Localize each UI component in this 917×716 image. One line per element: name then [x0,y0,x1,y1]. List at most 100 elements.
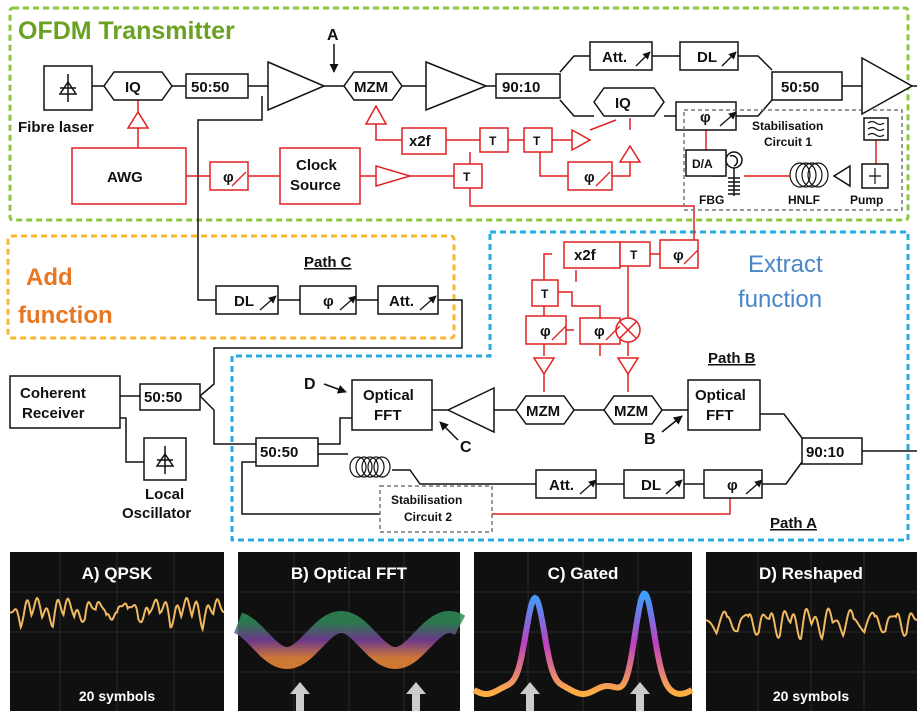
svg-text:C) Gated: C) Gated [548,564,619,583]
att-path-c-label: Att. [389,293,414,310]
hnlf-coil [789,162,829,188]
stabilisation-circuit-1 [683,109,903,211]
panel-optical-fft: B) Optical FFT [234,552,466,711]
driver-top [364,104,388,125]
driver-mzm-left [532,357,556,376]
stabilisation-circuit-2 [379,485,493,533]
phi-extract-mid-label: φ [594,323,605,340]
tee-3 [453,163,483,189]
splitter-top [185,73,249,99]
edfa-stab [832,164,851,188]
phi-top-label: φ [700,109,711,126]
amplifier-2 [425,60,489,112]
iq-modulator-top [103,71,173,101]
coherent-label-2: Receiver [22,405,85,422]
extract-function-label-2: function [738,286,822,313]
amplifier-fft [446,386,495,434]
tee-extract-label: T [630,248,638,262]
driver-laser [126,110,150,129]
splitter-extract [255,437,319,467]
coupler-9010-bottom [801,437,863,465]
svg-text:A) QPSK: A) QPSK [82,564,154,583]
point-a-label: A [327,27,339,44]
mixer [615,317,641,343]
add-function-label-2: function [18,302,113,329]
fbg-grating [728,168,740,196]
coupler-top-label: 90:10 [502,79,540,96]
optical-fft-left-label-1: Optical [363,387,414,404]
optical-fft-right-label-2: FFT [706,407,734,424]
phi-extract-mid [579,317,621,345]
svg-text:B) Optical FFT: B) Optical FFT [291,564,408,583]
att-path-a [535,469,597,499]
tee-left [531,279,559,307]
att-path-a-label: Att. [549,477,574,494]
fibre-laser-label: Fibre laser [18,119,94,136]
splitter-right [771,71,843,101]
add-function-label-1: Add [26,264,73,291]
phi-path-c-label: φ [323,293,334,310]
lo-label-1: Local [145,486,184,503]
awg-label: AWG [107,169,143,186]
fibre-laser [43,65,93,111]
extract-function-label-1: Extract [748,251,823,278]
da-label: D/A [692,157,713,171]
phi-extract-top-label: φ [673,247,684,264]
dl-path-c [215,285,279,315]
path-b-label: Path B [708,350,756,367]
iq-top-label: IQ [125,79,141,96]
svg-text:D) Reshaped: D) Reshaped [759,564,863,583]
tee-2 [523,127,553,153]
dl-path-a-label: DL [641,477,661,494]
arrow-point-d [323,383,347,394]
phi-top [675,101,737,131]
x2f-top [401,127,447,155]
coupler-9010-top [495,73,561,99]
dl-path-a [623,469,685,499]
stab2-label-1: Stabilisation [391,493,462,507]
phi-iq [567,161,613,191]
tee-3-label: T [463,170,471,184]
svg-text:20 symbols: 20 symbols [79,688,155,704]
lo-label-2: Oscillator [122,505,191,522]
mzm-extract-left [515,395,575,425]
tee-left-label: T [541,287,549,301]
iq-right-label: IQ [615,95,631,112]
mzm-top [343,71,403,101]
optical-fft-left-label-2: FFT [374,407,402,424]
extract-function-region [230,230,910,542]
x2f-top-label: x2f [409,133,432,150]
clock-source [279,147,361,205]
hnlf-label: HNLF [788,193,820,207]
svg-text:20 symbols: 20 symbols [773,688,849,704]
stab2-label-2: Circuit 2 [404,510,452,524]
splitter-right-label: 50:50 [781,79,819,96]
phi-extract-top [659,239,699,269]
att-path-c [377,285,439,315]
phi-path-c [299,285,357,315]
mzm-top-label: MZM [354,79,388,96]
att-top-label: Att. [602,49,627,66]
driver-mzm-right [616,357,640,376]
amplifier-3 [861,56,914,116]
coherent-label-1: Coherent [20,385,86,402]
mzm-extract-right [603,395,663,425]
driver-iq-2 [618,144,642,163]
circulator [725,151,743,169]
phi-extract-left [525,315,567,345]
splitter-receiver-label: 50:50 [144,389,182,406]
point-b-label: B [644,431,656,448]
stab1-label-2: Circuit 1 [764,135,812,149]
optical-fft-right-label-1: Optical [695,387,746,404]
panel-qpsk: A) QPSK 20 symbols [10,552,225,711]
amplifier-1 [267,60,326,112]
dl-top-label: DL [697,49,717,66]
tee-1-label: T [489,134,497,148]
mzm-extract-right-label: MZM [614,403,648,420]
iq-modulator-right [593,87,665,117]
optical-fft-right [687,379,761,431]
phi-path-a-label: φ [727,477,738,494]
tee-1 [479,127,509,153]
stab1-label-1: Stabilisation [752,119,823,133]
coherent-receiver [9,375,121,429]
